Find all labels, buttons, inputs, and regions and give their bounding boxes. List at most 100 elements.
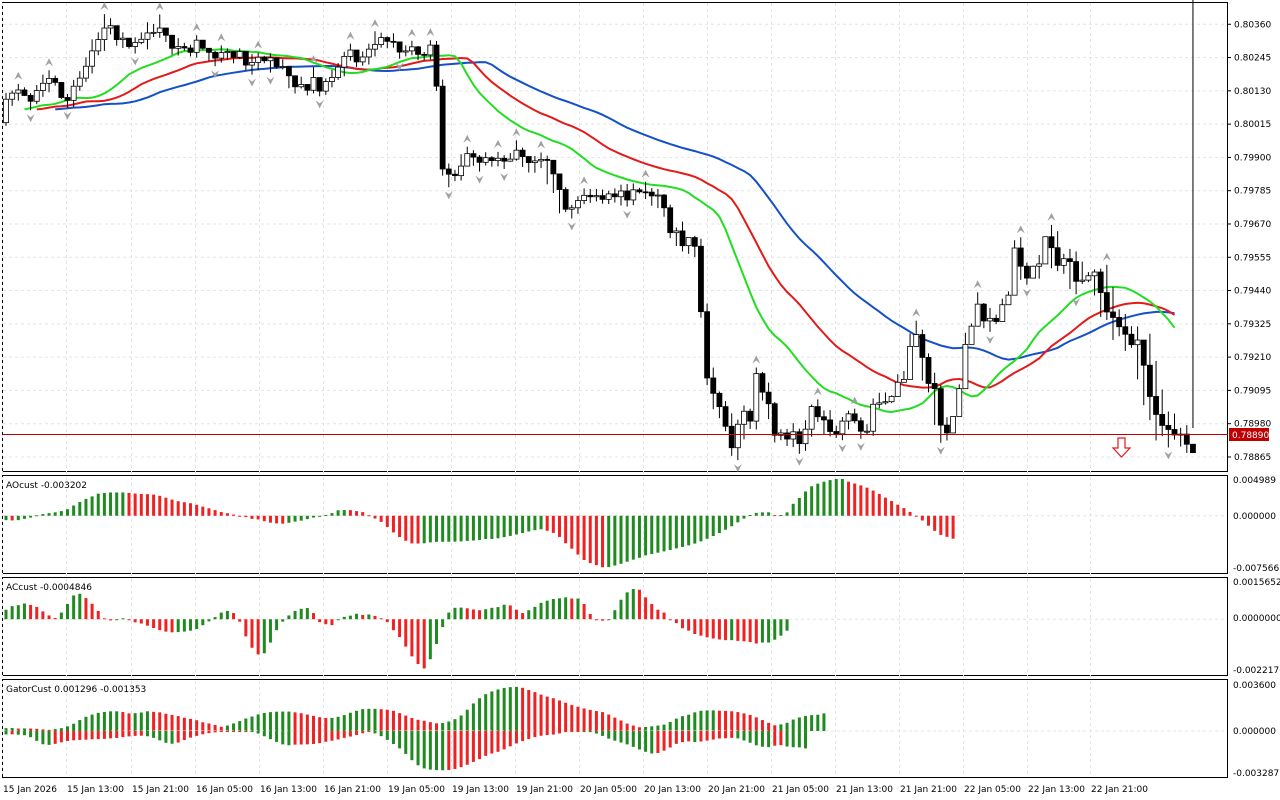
candle[interactable] xyxy=(568,204,575,219)
candle[interactable] xyxy=(212,50,219,67)
candle[interactable] xyxy=(144,22,151,50)
candle[interactable] xyxy=(187,44,194,57)
candle[interactable] xyxy=(255,52,262,71)
candle[interactable] xyxy=(372,31,378,57)
candle[interactable] xyxy=(15,83,22,101)
candle[interactable] xyxy=(999,298,1006,322)
candle[interactable] xyxy=(329,69,335,88)
candle[interactable] xyxy=(1030,265,1036,279)
candle[interactable] xyxy=(1140,339,1147,406)
candle[interactable] xyxy=(126,37,132,49)
candle[interactable] xyxy=(1153,360,1159,441)
candle[interactable] xyxy=(734,419,741,461)
candle[interactable] xyxy=(138,32,145,45)
candle[interactable] xyxy=(525,156,532,173)
candle[interactable] xyxy=(119,32,126,48)
candle[interactable] xyxy=(827,410,833,437)
candle[interactable] xyxy=(919,329,926,381)
candle[interactable] xyxy=(464,146,471,167)
candle[interactable] xyxy=(224,48,231,61)
candle[interactable] xyxy=(27,93,34,111)
candle[interactable] xyxy=(501,155,508,169)
candle[interactable] xyxy=(1067,248,1073,290)
candle[interactable] xyxy=(249,54,255,75)
candle[interactable] xyxy=(107,18,114,35)
candle[interactable] xyxy=(359,51,366,66)
candle[interactable] xyxy=(452,169,458,182)
candle[interactable] xyxy=(796,428,803,454)
candle[interactable] xyxy=(1079,261,1086,284)
candle[interactable] xyxy=(575,196,581,214)
candle[interactable] xyxy=(52,75,59,86)
candle[interactable] xyxy=(21,87,28,97)
candle[interactable] xyxy=(1177,427,1184,447)
candle[interactable] xyxy=(199,39,206,50)
candle[interactable] xyxy=(648,188,655,206)
candle[interactable] xyxy=(562,187,569,213)
candle[interactable] xyxy=(1054,231,1061,272)
candle[interactable] xyxy=(630,183,637,206)
candle[interactable] xyxy=(655,188,661,209)
candle[interactable] xyxy=(993,314,1000,325)
candle[interactable] xyxy=(550,159,557,194)
candle[interactable] xyxy=(857,417,864,439)
candle[interactable] xyxy=(519,147,526,167)
candle[interactable] xyxy=(341,51,348,77)
candle[interactable] xyxy=(476,155,483,172)
candlesticks[interactable] xyxy=(3,0,1196,461)
candle[interactable] xyxy=(181,42,188,51)
candle[interactable] xyxy=(876,392,883,409)
candle[interactable] xyxy=(261,55,268,64)
candle[interactable] xyxy=(851,408,858,424)
candle[interactable] xyxy=(716,391,723,419)
candle[interactable] xyxy=(1011,240,1018,296)
candle[interactable] xyxy=(298,76,305,89)
candle[interactable] xyxy=(495,151,501,167)
candle[interactable] xyxy=(445,163,452,188)
candle[interactable] xyxy=(1110,287,1116,341)
candle[interactable] xyxy=(230,50,237,64)
candle[interactable] xyxy=(439,79,446,176)
candle[interactable] xyxy=(1097,268,1104,317)
candle[interactable] xyxy=(292,75,298,94)
candle[interactable] xyxy=(771,401,778,443)
candle[interactable] xyxy=(888,395,895,404)
candle[interactable] xyxy=(605,190,612,205)
candle[interactable] xyxy=(242,51,249,71)
candle[interactable] xyxy=(9,90,16,106)
candle[interactable] xyxy=(821,410,827,435)
candle[interactable] xyxy=(790,423,797,448)
candle[interactable] xyxy=(882,392,889,405)
candle[interactable] xyxy=(390,33,397,48)
candle[interactable] xyxy=(661,194,667,217)
candle[interactable] xyxy=(433,41,440,91)
candle[interactable] xyxy=(808,404,815,437)
candle[interactable] xyxy=(1183,425,1190,453)
candle[interactable] xyxy=(402,45,409,57)
candle[interactable] xyxy=(944,417,950,441)
candle[interactable] xyxy=(206,47,212,62)
candle[interactable] xyxy=(833,425,840,438)
candle[interactable] xyxy=(46,70,52,93)
candle[interactable] xyxy=(83,57,89,82)
candle[interactable] xyxy=(89,39,95,74)
candle[interactable] xyxy=(132,37,139,54)
candle[interactable] xyxy=(421,52,428,61)
candle[interactable] xyxy=(987,307,993,332)
candle[interactable] xyxy=(58,82,65,99)
candle[interactable] xyxy=(587,188,594,203)
candle[interactable] xyxy=(925,353,932,393)
candle[interactable] xyxy=(968,323,975,345)
candle[interactable] xyxy=(76,71,83,91)
candle[interactable] xyxy=(1042,236,1049,265)
candle[interactable] xyxy=(347,43,354,61)
candle[interactable] xyxy=(1048,224,1055,269)
candle[interactable] xyxy=(864,424,870,435)
candle[interactable] xyxy=(1036,254,1043,279)
candle[interactable] xyxy=(722,401,729,432)
candle[interactable] xyxy=(611,188,618,203)
candle[interactable] xyxy=(175,38,182,56)
candle[interactable] xyxy=(285,66,292,89)
candle[interactable] xyxy=(937,384,944,443)
candle[interactable] xyxy=(1122,313,1129,352)
